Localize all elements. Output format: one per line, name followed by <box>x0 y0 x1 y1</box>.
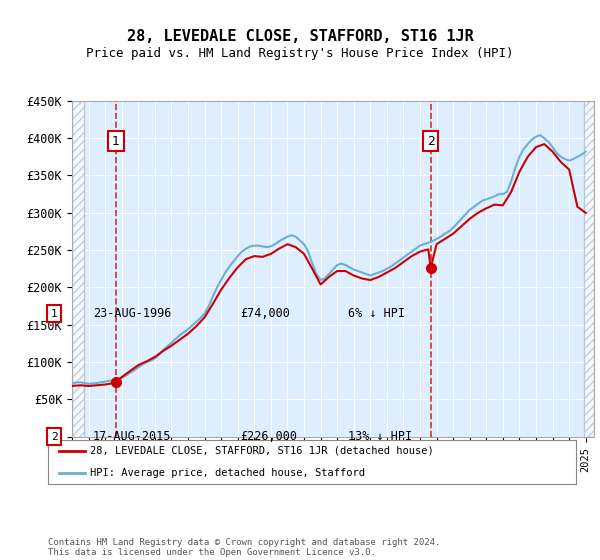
Text: 28, LEVEDALE CLOSE, STAFFORD, ST16 1JR (detached house): 28, LEVEDALE CLOSE, STAFFORD, ST16 1JR (… <box>90 446 434 456</box>
Bar <box>584 101 594 437</box>
Text: 2: 2 <box>427 134 434 148</box>
Text: 1: 1 <box>112 134 120 148</box>
Text: 23-AUG-1996: 23-AUG-1996 <box>93 307 172 320</box>
Text: 28, LEVEDALE CLOSE, STAFFORD, ST16 1JR: 28, LEVEDALE CLOSE, STAFFORD, ST16 1JR <box>127 29 473 44</box>
Text: 17-AUG-2015: 17-AUG-2015 <box>93 430 172 444</box>
Text: £74,000: £74,000 <box>240 307 290 320</box>
Bar <box>72 101 83 437</box>
Text: Price paid vs. HM Land Registry's House Price Index (HPI): Price paid vs. HM Land Registry's House … <box>86 46 514 60</box>
Text: 6% ↓ HPI: 6% ↓ HPI <box>348 307 405 320</box>
Text: 13% ↓ HPI: 13% ↓ HPI <box>348 430 412 444</box>
Text: 1: 1 <box>50 309 58 319</box>
Text: 2: 2 <box>50 432 58 442</box>
Text: HPI: Average price, detached house, Stafford: HPI: Average price, detached house, Staf… <box>90 468 365 478</box>
Text: Contains HM Land Registry data © Crown copyright and database right 2024.
This d: Contains HM Land Registry data © Crown c… <box>48 538 440 557</box>
Text: £226,000: £226,000 <box>240 430 297 444</box>
